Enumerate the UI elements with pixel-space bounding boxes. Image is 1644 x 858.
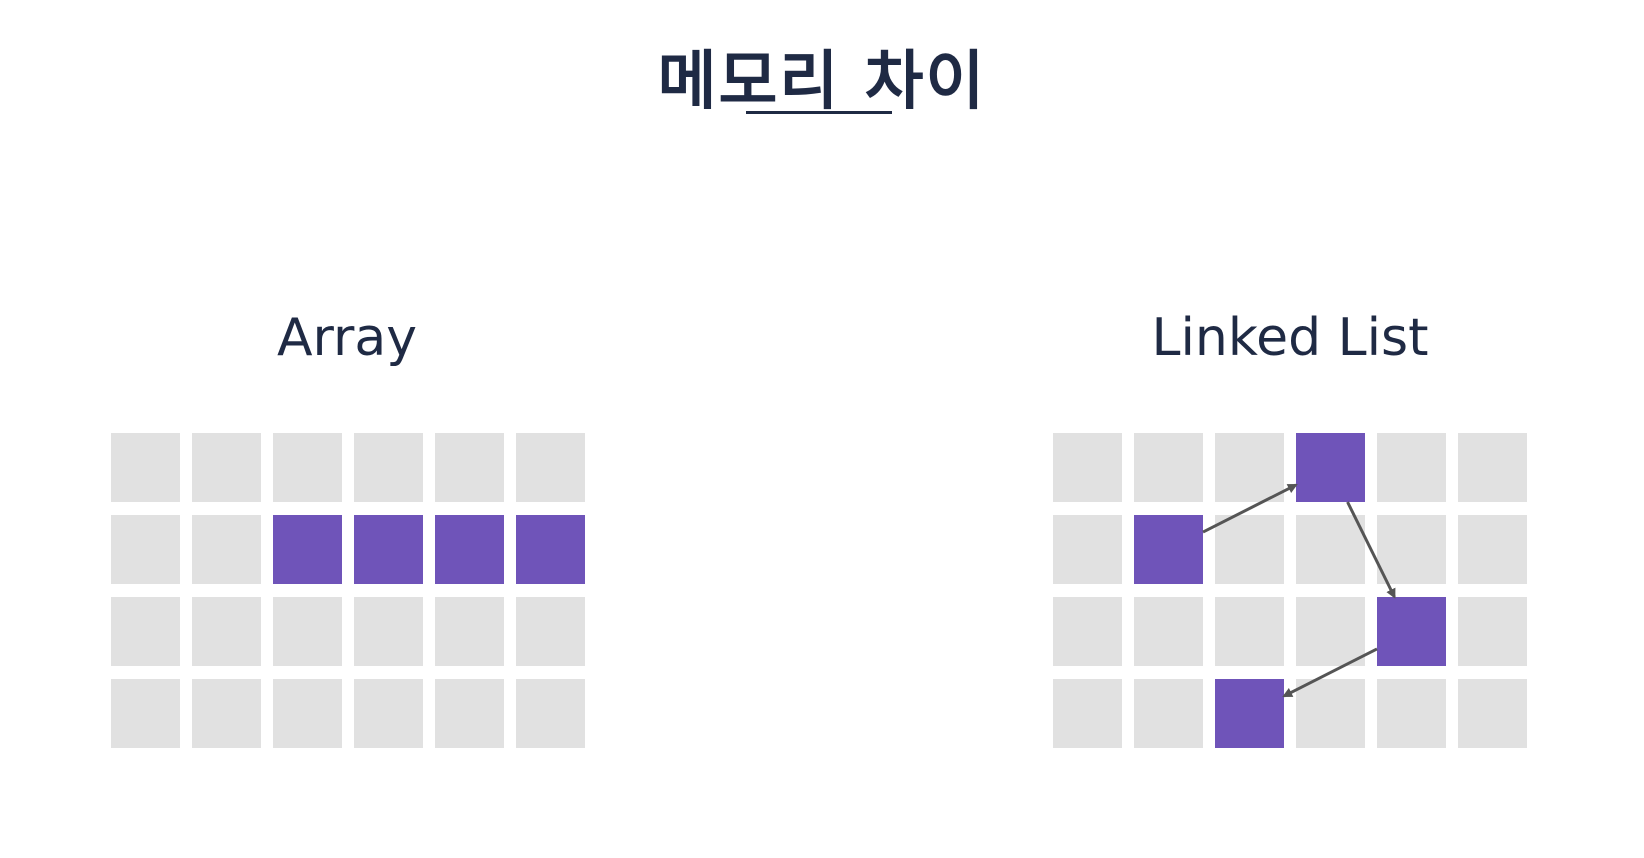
linked-list-cell-r0-c2 <box>1215 433 1284 502</box>
array-cell-r3-c5 <box>516 679 585 748</box>
array-memory-grid <box>111 433 585 748</box>
linked-list-cell-r3-c4 <box>1377 679 1446 748</box>
array-cell-r0-c4 <box>435 433 504 502</box>
array-cell-r1-c4-filled <box>435 515 504 584</box>
array-cell-r2-c2 <box>273 597 342 666</box>
linked-list-cell-r2-c3 <box>1296 597 1365 666</box>
array-cell-r3-c4 <box>435 679 504 748</box>
array-cell-r0-c5 <box>516 433 585 502</box>
array-cell-r3-c0 <box>111 679 180 748</box>
linked-list-memory-grid <box>1053 433 1527 748</box>
linked-list-cell-r3-c1 <box>1134 679 1203 748</box>
linked-list-cell-r0-c1 <box>1134 433 1203 502</box>
linked-list-cell-r1-c2 <box>1215 515 1284 584</box>
array-cell-r0-c2 <box>273 433 342 502</box>
linked-list-cell-r2-c2 <box>1215 597 1284 666</box>
linked-list-cell-r1-c0 <box>1053 515 1122 584</box>
linked-list-cell-r2-c1 <box>1134 597 1203 666</box>
linked-list-cell-r3-c3 <box>1296 679 1365 748</box>
linked-list-cell-r2-c5 <box>1458 597 1527 666</box>
linked-list-cell-r0-c3-filled <box>1296 433 1365 502</box>
array-cell-r0-c3 <box>354 433 423 502</box>
array-cell-r1-c3-filled <box>354 515 423 584</box>
linked-list-cell-r0-c0 <box>1053 433 1122 502</box>
linked-list-cell-r1-c1-filled <box>1134 515 1203 584</box>
array-cell-r1-c1 <box>192 515 261 584</box>
array-cell-r0-c1 <box>192 433 261 502</box>
array-cell-r1-c0 <box>111 515 180 584</box>
page-title: 메모리 차이 <box>657 45 987 119</box>
array-cell-r1-c5-filled <box>516 515 585 584</box>
linked-list-cell-r1-c4 <box>1377 515 1446 584</box>
linked-list-cell-r0-c4 <box>1377 433 1446 502</box>
array-cell-r2-c5 <box>516 597 585 666</box>
linked-list-cell-r0-c5 <box>1458 433 1527 502</box>
linked-list-cell-r2-c4-filled <box>1377 597 1446 666</box>
linked-list-label: Linked List <box>1151 308 1429 368</box>
array-label: Array <box>276 308 418 368</box>
linked-list-cell-r3-c0 <box>1053 679 1122 748</box>
array-cell-r3-c2 <box>273 679 342 748</box>
title-underline <box>746 111 892 114</box>
array-cell-r3-c3 <box>354 679 423 748</box>
linked-list-cell-r1-c5 <box>1458 515 1527 584</box>
array-cell-r0-c0 <box>111 433 180 502</box>
linked-list-cell-r3-c5 <box>1458 679 1527 748</box>
linked-list-cell-r3-c2-filled <box>1215 679 1284 748</box>
array-cell-r2-c4 <box>435 597 504 666</box>
linked-list-cell-r1-c3 <box>1296 515 1365 584</box>
linked-list-cell-r2-c0 <box>1053 597 1122 666</box>
array-cell-r3-c1 <box>192 679 261 748</box>
array-cell-r2-c3 <box>354 597 423 666</box>
array-cell-r2-c1 <box>192 597 261 666</box>
array-cell-r1-c2-filled <box>273 515 342 584</box>
array-cell-r2-c0 <box>111 597 180 666</box>
